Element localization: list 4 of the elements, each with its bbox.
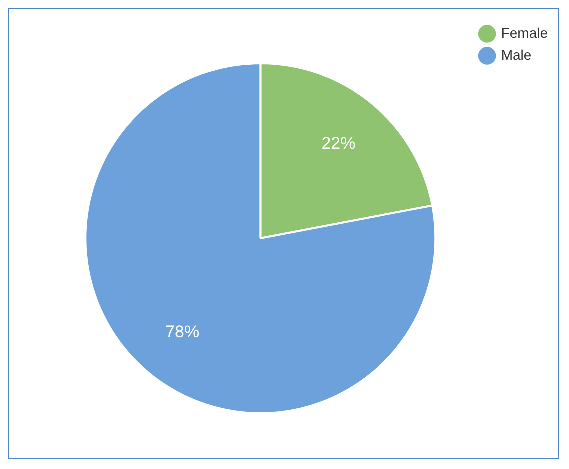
data-label: 22% <box>322 134 356 153</box>
data-label: 78% <box>166 322 200 342</box>
legend-label: Male <box>501 46 532 63</box>
legend-label: Female <box>501 24 548 41</box>
